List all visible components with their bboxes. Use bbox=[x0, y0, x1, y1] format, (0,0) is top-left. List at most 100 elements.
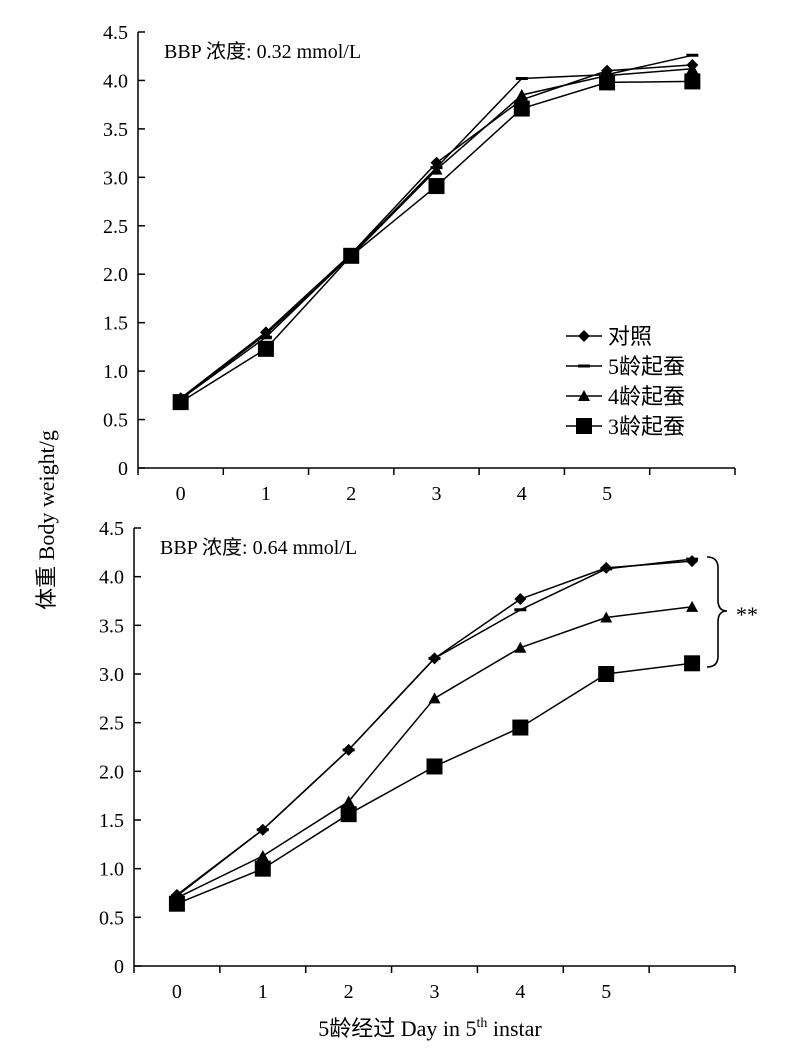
legend-label: 4龄起蚕 bbox=[608, 384, 685, 409]
chart-title: BBP 浓度: 0.32 mmol/L bbox=[164, 40, 361, 63]
data-point bbox=[257, 340, 274, 357]
y-tick-label: 1.5 bbox=[99, 810, 124, 832]
x-tick-label: 2 bbox=[344, 981, 354, 1003]
legend-marker bbox=[578, 364, 590, 368]
data-point bbox=[599, 74, 616, 91]
series-line bbox=[176, 606, 693, 899]
y-tick-label: 4.5 bbox=[99, 518, 124, 540]
data-point bbox=[515, 88, 528, 100]
data-point bbox=[598, 666, 615, 682]
data-point bbox=[686, 600, 699, 612]
data-point bbox=[426, 758, 443, 775]
legend-marker bbox=[578, 390, 590, 401]
legend-marker bbox=[576, 418, 592, 434]
data-point bbox=[514, 608, 527, 612]
y-tick-label: 4.0 bbox=[103, 70, 128, 92]
series-4-triangle bbox=[170, 600, 699, 903]
chart-panel-top: 0 0.5 1.0 1.5 2.0 2.5 3.0 3.5 4.0 4.5 0 1 2 3 4 5 BBP 浓度… bbox=[103, 22, 736, 505]
data-point bbox=[514, 641, 527, 653]
data-point bbox=[256, 850, 269, 862]
x-tick-label: 1 bbox=[261, 483, 271, 505]
series-line bbox=[180, 68, 693, 400]
data-point bbox=[254, 860, 271, 877]
y-tick-label: 1.0 bbox=[103, 361, 128, 383]
y-tick-label: 2.5 bbox=[103, 216, 128, 238]
data-point bbox=[428, 178, 445, 195]
x-tick-label: 5 bbox=[602, 483, 612, 505]
data-point bbox=[515, 77, 528, 81]
data-point bbox=[428, 656, 441, 660]
y-tick-label: 0 bbox=[118, 458, 128, 480]
legend-label: 5龄起蚕 bbox=[608, 354, 685, 379]
significance-label: ** bbox=[736, 602, 758, 627]
y-tick-label: 0.5 bbox=[99, 907, 124, 929]
legend: 对照 5龄起蚕 4龄起蚕 3龄起蚕 bbox=[566, 324, 685, 439]
data-point bbox=[512, 719, 529, 736]
x-tick-label: 3 bbox=[430, 981, 440, 1003]
data-point bbox=[168, 895, 185, 912]
y-tick-label: 3.0 bbox=[99, 664, 124, 686]
data-point bbox=[686, 62, 699, 74]
series-3-square bbox=[172, 73, 701, 411]
y-tick-label: 2.0 bbox=[99, 761, 124, 783]
y-tick-label: 0.5 bbox=[103, 410, 128, 432]
y-tick-label: 4.5 bbox=[103, 22, 128, 44]
data-point bbox=[340, 806, 357, 823]
legend-entry: 5龄起蚕 bbox=[566, 354, 685, 379]
y-tick-label: 4.0 bbox=[99, 567, 124, 589]
x-tick-label: 4 bbox=[515, 981, 525, 1003]
data-point bbox=[686, 555, 699, 568]
y-tick-label: 0 bbox=[114, 956, 124, 978]
data-point bbox=[686, 53, 699, 57]
data-point bbox=[259, 328, 272, 340]
chart-title: BBP 浓度: 0.64 mmol/L bbox=[160, 536, 357, 559]
data-point bbox=[342, 748, 355, 752]
x-tick-label: 4 bbox=[517, 483, 527, 505]
y-tick-label: 2.5 bbox=[99, 713, 124, 735]
data-point bbox=[256, 828, 269, 832]
significance-brace bbox=[706, 556, 728, 668]
x-tick-label: 3 bbox=[432, 483, 442, 505]
data-point bbox=[428, 692, 441, 704]
y-axis-title: 体重 Body weight/g bbox=[34, 430, 59, 610]
series-3-square bbox=[168, 655, 701, 912]
series-4-triangle bbox=[174, 62, 699, 405]
series-series-diamond bbox=[170, 555, 699, 901]
x-tick-label: 5 bbox=[601, 981, 611, 1003]
y-tick-label: 1.0 bbox=[99, 859, 124, 881]
data-point bbox=[343, 247, 360, 264]
x-tick-label: 0 bbox=[176, 483, 186, 505]
series-series-diamond bbox=[174, 58, 699, 405]
y-tick-label: 2.0 bbox=[103, 264, 128, 286]
data-point bbox=[513, 100, 530, 117]
data-point bbox=[600, 611, 613, 623]
y-tick-label: 1.5 bbox=[103, 313, 128, 335]
legend-label: 对照 bbox=[608, 324, 652, 349]
y-tick-label: 3.5 bbox=[103, 119, 128, 141]
data-point bbox=[514, 593, 527, 606]
data-point bbox=[430, 163, 443, 175]
x-axis-title: 5龄经过 Day in 5th instar bbox=[318, 1016, 542, 1041]
data-point bbox=[342, 795, 355, 807]
series-line bbox=[176, 560, 693, 896]
legend-entry: 3龄起蚕 bbox=[566, 414, 685, 439]
chart-panel-bottom: 0 0.5 1.0 1.5 2.0 2.5 3.0 3.5 4.0 4.5 0 1 2 3 4 5 BBP 浓度… bbox=[99, 518, 736, 1003]
data-point bbox=[684, 73, 701, 90]
data-point bbox=[686, 557, 699, 561]
legend-entry: 对照 bbox=[566, 324, 652, 349]
x-axis-title-tail: instar bbox=[487, 1016, 542, 1041]
y-tick-label: 3.0 bbox=[103, 167, 128, 189]
legend-entry: 4龄起蚕 bbox=[566, 384, 685, 409]
x-axis-title-main: 5龄经过 Day in 5 bbox=[318, 1016, 476, 1041]
data-point bbox=[600, 567, 613, 571]
x-tick-label: 1 bbox=[258, 981, 268, 1003]
series-5-dash bbox=[170, 557, 699, 898]
legend-marker bbox=[578, 330, 590, 342]
data-point bbox=[172, 394, 189, 411]
series-line bbox=[176, 558, 693, 897]
legend-label: 3龄起蚕 bbox=[608, 414, 685, 439]
x-tick-label: 2 bbox=[346, 483, 356, 505]
data-point bbox=[684, 655, 701, 672]
data-point bbox=[430, 156, 443, 169]
